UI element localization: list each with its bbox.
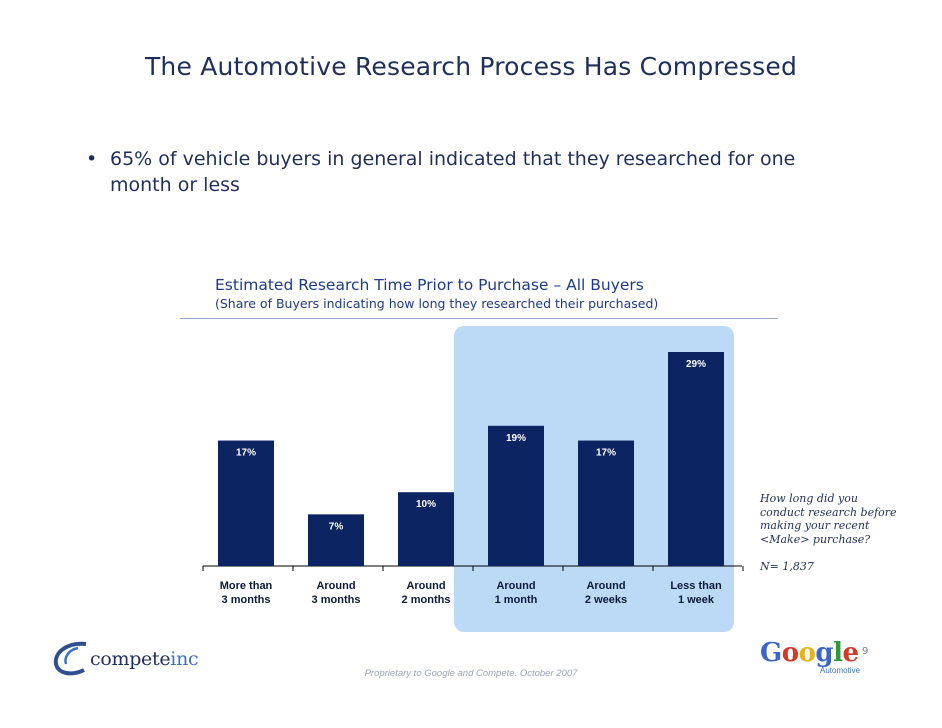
google-automotive-logo: Google Automotive [760, 638, 860, 675]
category-label: 2 months [402, 594, 451, 606]
survey-note: How long did you conduct research before… [760, 492, 900, 574]
bar [308, 514, 364, 566]
bar-value-label: 7% [329, 521, 344, 532]
google-letter: g [815, 638, 834, 668]
chart-divider [180, 318, 778, 319]
bar [398, 492, 454, 566]
bullet-text: 65% of vehicle buyers in general indicat… [110, 148, 796, 196]
bar [578, 440, 634, 566]
google-letter: o [781, 638, 799, 668]
category-label: Around [496, 580, 535, 592]
chart-subtitle: (Share of Buyers indicating how long the… [215, 296, 659, 311]
page-number: 9 [862, 646, 869, 657]
category-label: Less than [670, 580, 722, 592]
bar-value-label: 29% [686, 359, 706, 370]
compete-text-main: compete [90, 648, 171, 670]
chart-title: Estimated Research Time Prior to Purchas… [215, 276, 644, 294]
bar-value-label: 17% [236, 448, 256, 459]
bullet-symbol: • [86, 148, 98, 170]
google-letter: l [833, 638, 843, 668]
category-label: 2 weeks [585, 594, 627, 606]
category-label: 1 week [678, 594, 715, 606]
bar [668, 352, 724, 566]
google-wordmark: Google [760, 638, 859, 668]
category-label: Around [316, 580, 355, 592]
bar-value-label: 10% [416, 499, 436, 510]
google-letter: G [760, 638, 782, 668]
category-label: 1 month [495, 594, 538, 606]
bar-value-label: 19% [506, 433, 526, 444]
category-label: Around [586, 580, 625, 592]
bar [218, 440, 274, 566]
sample-size: N= 1,837 [760, 560, 814, 573]
category-label: More than [220, 580, 273, 592]
category-label: 3 months [312, 594, 361, 606]
google-letter: e [842, 638, 859, 668]
slide-title: The Automotive Research Process Has Comp… [144, 52, 798, 81]
category-label: 3 months [222, 594, 271, 606]
bar-value-label: 17% [596, 448, 616, 459]
footer-text: Proprietary to Google and Compete. Octob… [364, 668, 578, 679]
compete-text-suffix: inc [170, 648, 199, 670]
bar [488, 425, 544, 566]
compete-logo-text: competeinc [90, 648, 199, 670]
compete-logo-icon [53, 641, 87, 676]
survey-question: How long did you conduct research before… [760, 492, 897, 546]
category-label: Around [406, 580, 445, 592]
google-letter: o [798, 638, 816, 668]
google-sub-label: Automotive [820, 666, 861, 675]
